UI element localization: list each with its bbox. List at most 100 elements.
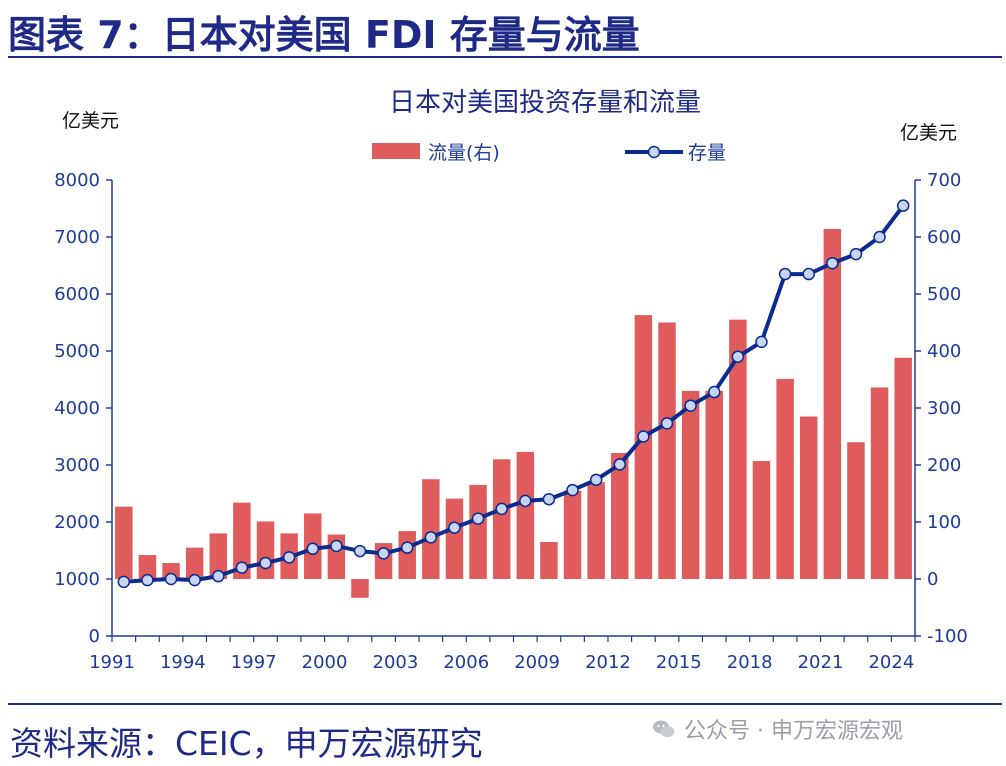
chart-title: 日本对美国投资存量和流量 bbox=[389, 88, 701, 118]
stock-point bbox=[637, 430, 650, 443]
flow-bar bbox=[776, 378, 794, 579]
right-tick-label: 700 bbox=[927, 170, 961, 191]
stock-point bbox=[566, 483, 579, 497]
stock-point bbox=[778, 267, 792, 281]
flow-bar bbox=[752, 461, 771, 579]
stock-point bbox=[400, 541, 414, 554]
x-tick-label: 2012 bbox=[585, 652, 631, 673]
stock-point bbox=[141, 573, 154, 587]
stock-point bbox=[353, 544, 367, 558]
right-tick-label: 0 bbox=[927, 569, 938, 590]
flow-bar bbox=[894, 357, 912, 579]
right-axis-unit: 亿美元 bbox=[900, 122, 957, 144]
wechat-icon bbox=[653, 720, 675, 737]
flow-bar bbox=[185, 547, 204, 579]
x-tick-label: 1991 bbox=[89, 652, 135, 673]
stock-point bbox=[708, 385, 721, 399]
stock-point bbox=[164, 572, 178, 586]
stock-point bbox=[755, 335, 768, 349]
bottom-rule bbox=[8, 703, 1002, 705]
right-tick-label: 200 bbox=[927, 455, 961, 476]
x-tick-label: 2009 bbox=[514, 652, 560, 673]
stock-point bbox=[377, 547, 390, 560]
right-tick-label: 300 bbox=[927, 398, 961, 419]
legend-stock-marker bbox=[647, 145, 661, 159]
left-tick-label: 8000 bbox=[54, 170, 100, 191]
flow-bar bbox=[115, 506, 133, 579]
stock-point bbox=[282, 551, 296, 564]
stock-point bbox=[542, 492, 556, 506]
left-tick-label: 1000 bbox=[54, 569, 100, 590]
flow-bar bbox=[256, 521, 275, 579]
left-tick-label: 6000 bbox=[54, 284, 100, 305]
stock-line bbox=[123, 204, 905, 584]
stock-point bbox=[306, 542, 319, 556]
right-tick-label: 100 bbox=[927, 512, 961, 533]
stock-point bbox=[589, 473, 603, 487]
stock-point bbox=[731, 350, 745, 363]
x-tick-label: 1994 bbox=[160, 652, 206, 673]
left-tick-label: 5000 bbox=[54, 341, 100, 362]
stock-point bbox=[849, 247, 863, 261]
figure-title: 图表 7：日本对美国 FDI 存量与流量 bbox=[8, 13, 640, 57]
top-rule bbox=[8, 56, 1002, 58]
flow-bar bbox=[398, 531, 416, 579]
stock-point bbox=[117, 575, 131, 589]
right-tick-label: -100 bbox=[927, 626, 968, 647]
flow-bar bbox=[681, 390, 700, 579]
stock-point bbox=[660, 417, 674, 430]
x-tick-label: 2024 bbox=[868, 652, 914, 673]
stock-point bbox=[896, 199, 910, 212]
watermark: 公众号 · 申万宏源宏观 bbox=[652, 713, 903, 745]
flow-bar bbox=[799, 416, 818, 579]
x-tick-label: 2021 bbox=[798, 652, 844, 673]
stock-point bbox=[188, 573, 201, 587]
flow-bar bbox=[351, 579, 369, 598]
stock-point bbox=[802, 267, 815, 281]
x-tick-label: 2003 bbox=[373, 652, 419, 673]
flow-bar bbox=[138, 555, 157, 579]
flow-bar bbox=[634, 315, 653, 579]
flow-bar bbox=[870, 387, 889, 579]
flow-bar bbox=[611, 453, 629, 579]
flow-bar bbox=[658, 322, 676, 579]
legend-flow-label: 流量(右) bbox=[428, 142, 500, 164]
stock-point bbox=[495, 502, 508, 516]
x-tick-label: 2015 bbox=[656, 652, 702, 673]
left-tick-label: 0 bbox=[89, 626, 100, 647]
stock-point bbox=[471, 512, 485, 525]
right-tick-label: 400 bbox=[927, 341, 961, 362]
flow-bar bbox=[469, 484, 487, 579]
stock-point bbox=[519, 494, 532, 508]
left-tick-label: 3000 bbox=[54, 455, 100, 476]
stock-point bbox=[826, 256, 839, 270]
left-tick-label: 2000 bbox=[54, 512, 100, 533]
flow-bar bbox=[516, 451, 535, 579]
flow-bar bbox=[823, 229, 842, 579]
flow-bar bbox=[209, 533, 228, 579]
right-tick-label: 500 bbox=[927, 284, 961, 305]
flow-bar bbox=[422, 479, 440, 579]
stock-point bbox=[873, 230, 886, 244]
stock-line-group bbox=[117, 199, 910, 589]
left-axis-unit: 亿美元 bbox=[62, 110, 119, 132]
flow-bar bbox=[233, 502, 251, 579]
flow-bar bbox=[847, 442, 865, 579]
left-tick-label: 4000 bbox=[54, 398, 100, 419]
x-tick-label: 2018 bbox=[727, 652, 773, 673]
flow-bars bbox=[115, 229, 912, 598]
flow-bar bbox=[540, 541, 558, 579]
x-tick-label: 2000 bbox=[302, 652, 348, 673]
legend-flow-swatch bbox=[372, 143, 420, 159]
watermark-text: 公众号 · 申万宏源宏观 bbox=[684, 719, 903, 744]
stock-point bbox=[424, 531, 438, 544]
stock-point bbox=[259, 556, 272, 570]
flow-bar bbox=[587, 482, 605, 579]
stock-point bbox=[330, 539, 343, 553]
flow-bar bbox=[563, 490, 582, 579]
stock-point bbox=[235, 561, 249, 574]
source-note: 资料来源：CEIC，申万宏源研究 bbox=[10, 724, 483, 763]
stock-point bbox=[212, 569, 225, 583]
flow-bar bbox=[705, 390, 723, 579]
